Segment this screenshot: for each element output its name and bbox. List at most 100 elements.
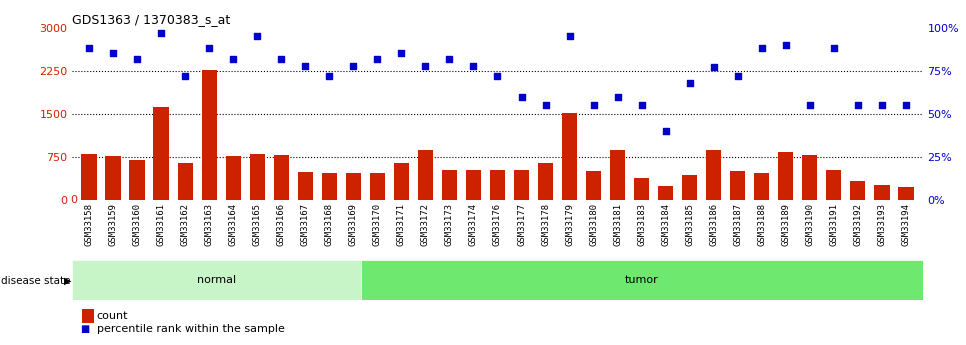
Bar [249, 154, 265, 200]
Bar [753, 172, 770, 200]
Bar [538, 163, 554, 200]
Bar [72, 260, 360, 300]
Text: GSM33174: GSM33174 [469, 203, 478, 246]
Bar [417, 150, 434, 200]
Text: GSM33166: GSM33166 [277, 203, 286, 246]
Point [129, 56, 145, 61]
Text: tumor: tumor [625, 275, 659, 285]
Text: GSM33167: GSM33167 [300, 203, 310, 246]
Text: GSM33169: GSM33169 [349, 203, 358, 246]
Bar [298, 172, 313, 200]
Bar [346, 173, 361, 200]
Point [273, 56, 289, 61]
Bar [610, 150, 625, 200]
Point [753, 46, 769, 51]
Text: GSM33179: GSM33179 [565, 203, 574, 246]
Point [706, 65, 722, 70]
Point [562, 33, 578, 39]
Text: GDS1363 / 1370383_s_at: GDS1363 / 1370383_s_at [72, 13, 231, 27]
Bar [874, 185, 890, 200]
Text: GSM33178: GSM33178 [541, 203, 550, 246]
Point [610, 94, 625, 99]
Bar [490, 170, 505, 200]
Point [538, 102, 554, 108]
Text: GSM33162: GSM33162 [181, 203, 189, 246]
Text: GSM33170: GSM33170 [373, 203, 382, 246]
Bar [730, 171, 746, 200]
Text: normal: normal [197, 275, 236, 285]
Text: count: count [97, 311, 128, 321]
Point [346, 63, 361, 68]
Point [249, 33, 265, 39]
Point [226, 56, 242, 61]
Text: GSM33187: GSM33187 [733, 203, 742, 246]
Text: GSM33185: GSM33185 [685, 203, 695, 246]
Text: ■: ■ [80, 325, 90, 334]
Text: GSM33168: GSM33168 [325, 203, 334, 246]
Bar [514, 170, 529, 200]
Bar [898, 187, 914, 200]
Point [898, 102, 914, 108]
Point [298, 63, 313, 68]
Bar [322, 173, 337, 200]
Point [514, 94, 529, 99]
Text: GSM33188: GSM33188 [757, 203, 766, 246]
Text: GSM33180: GSM33180 [589, 203, 598, 246]
Bar [706, 150, 722, 200]
Point [730, 73, 746, 79]
Text: percentile rank within the sample: percentile rank within the sample [97, 325, 284, 334]
Point [370, 56, 385, 61]
Bar [682, 175, 697, 200]
Point [322, 73, 337, 79]
Bar [81, 154, 97, 200]
Text: GSM33165: GSM33165 [253, 203, 262, 246]
Bar [393, 163, 410, 200]
Text: GSM33160: GSM33160 [132, 203, 142, 246]
Text: GSM33158: GSM33158 [85, 203, 94, 246]
Point [585, 102, 601, 108]
Point [802, 102, 817, 108]
Point [81, 46, 97, 51]
Point [826, 46, 841, 51]
Bar [850, 181, 866, 200]
Text: GSM33172: GSM33172 [421, 203, 430, 246]
Point [417, 63, 433, 68]
Text: ▶: ▶ [64, 276, 71, 286]
Point [466, 63, 481, 68]
Text: disease state: disease state [1, 276, 71, 286]
Text: GSM33191: GSM33191 [829, 203, 838, 246]
Text: 0: 0 [71, 195, 77, 205]
Text: GSM33189: GSM33189 [781, 203, 790, 246]
Text: GSM33192: GSM33192 [853, 203, 863, 246]
Bar [370, 172, 385, 200]
Bar [466, 170, 481, 200]
Point [850, 102, 866, 108]
Point [202, 46, 217, 51]
Bar [585, 171, 602, 200]
Text: GSM33194: GSM33194 [901, 203, 910, 246]
Point [441, 56, 457, 61]
Point [154, 30, 169, 36]
Text: GSM33159: GSM33159 [109, 203, 118, 246]
Bar [154, 107, 169, 200]
Text: GSM33177: GSM33177 [517, 203, 526, 246]
Bar [778, 152, 793, 200]
Point [394, 51, 410, 56]
Point [634, 102, 649, 108]
Text: GSM33176: GSM33176 [493, 203, 502, 246]
Text: GSM33164: GSM33164 [229, 203, 238, 246]
Bar [634, 178, 649, 200]
Bar [178, 163, 193, 200]
Bar [802, 155, 817, 200]
Bar [129, 160, 145, 200]
Text: GSM33190: GSM33190 [806, 203, 814, 246]
Bar [273, 155, 289, 200]
Bar [202, 70, 217, 200]
Point [490, 73, 505, 79]
Point [658, 128, 673, 134]
Point [105, 51, 121, 56]
Point [874, 102, 890, 108]
Text: GSM33161: GSM33161 [156, 203, 166, 246]
Bar [225, 156, 242, 200]
Point [682, 80, 697, 86]
